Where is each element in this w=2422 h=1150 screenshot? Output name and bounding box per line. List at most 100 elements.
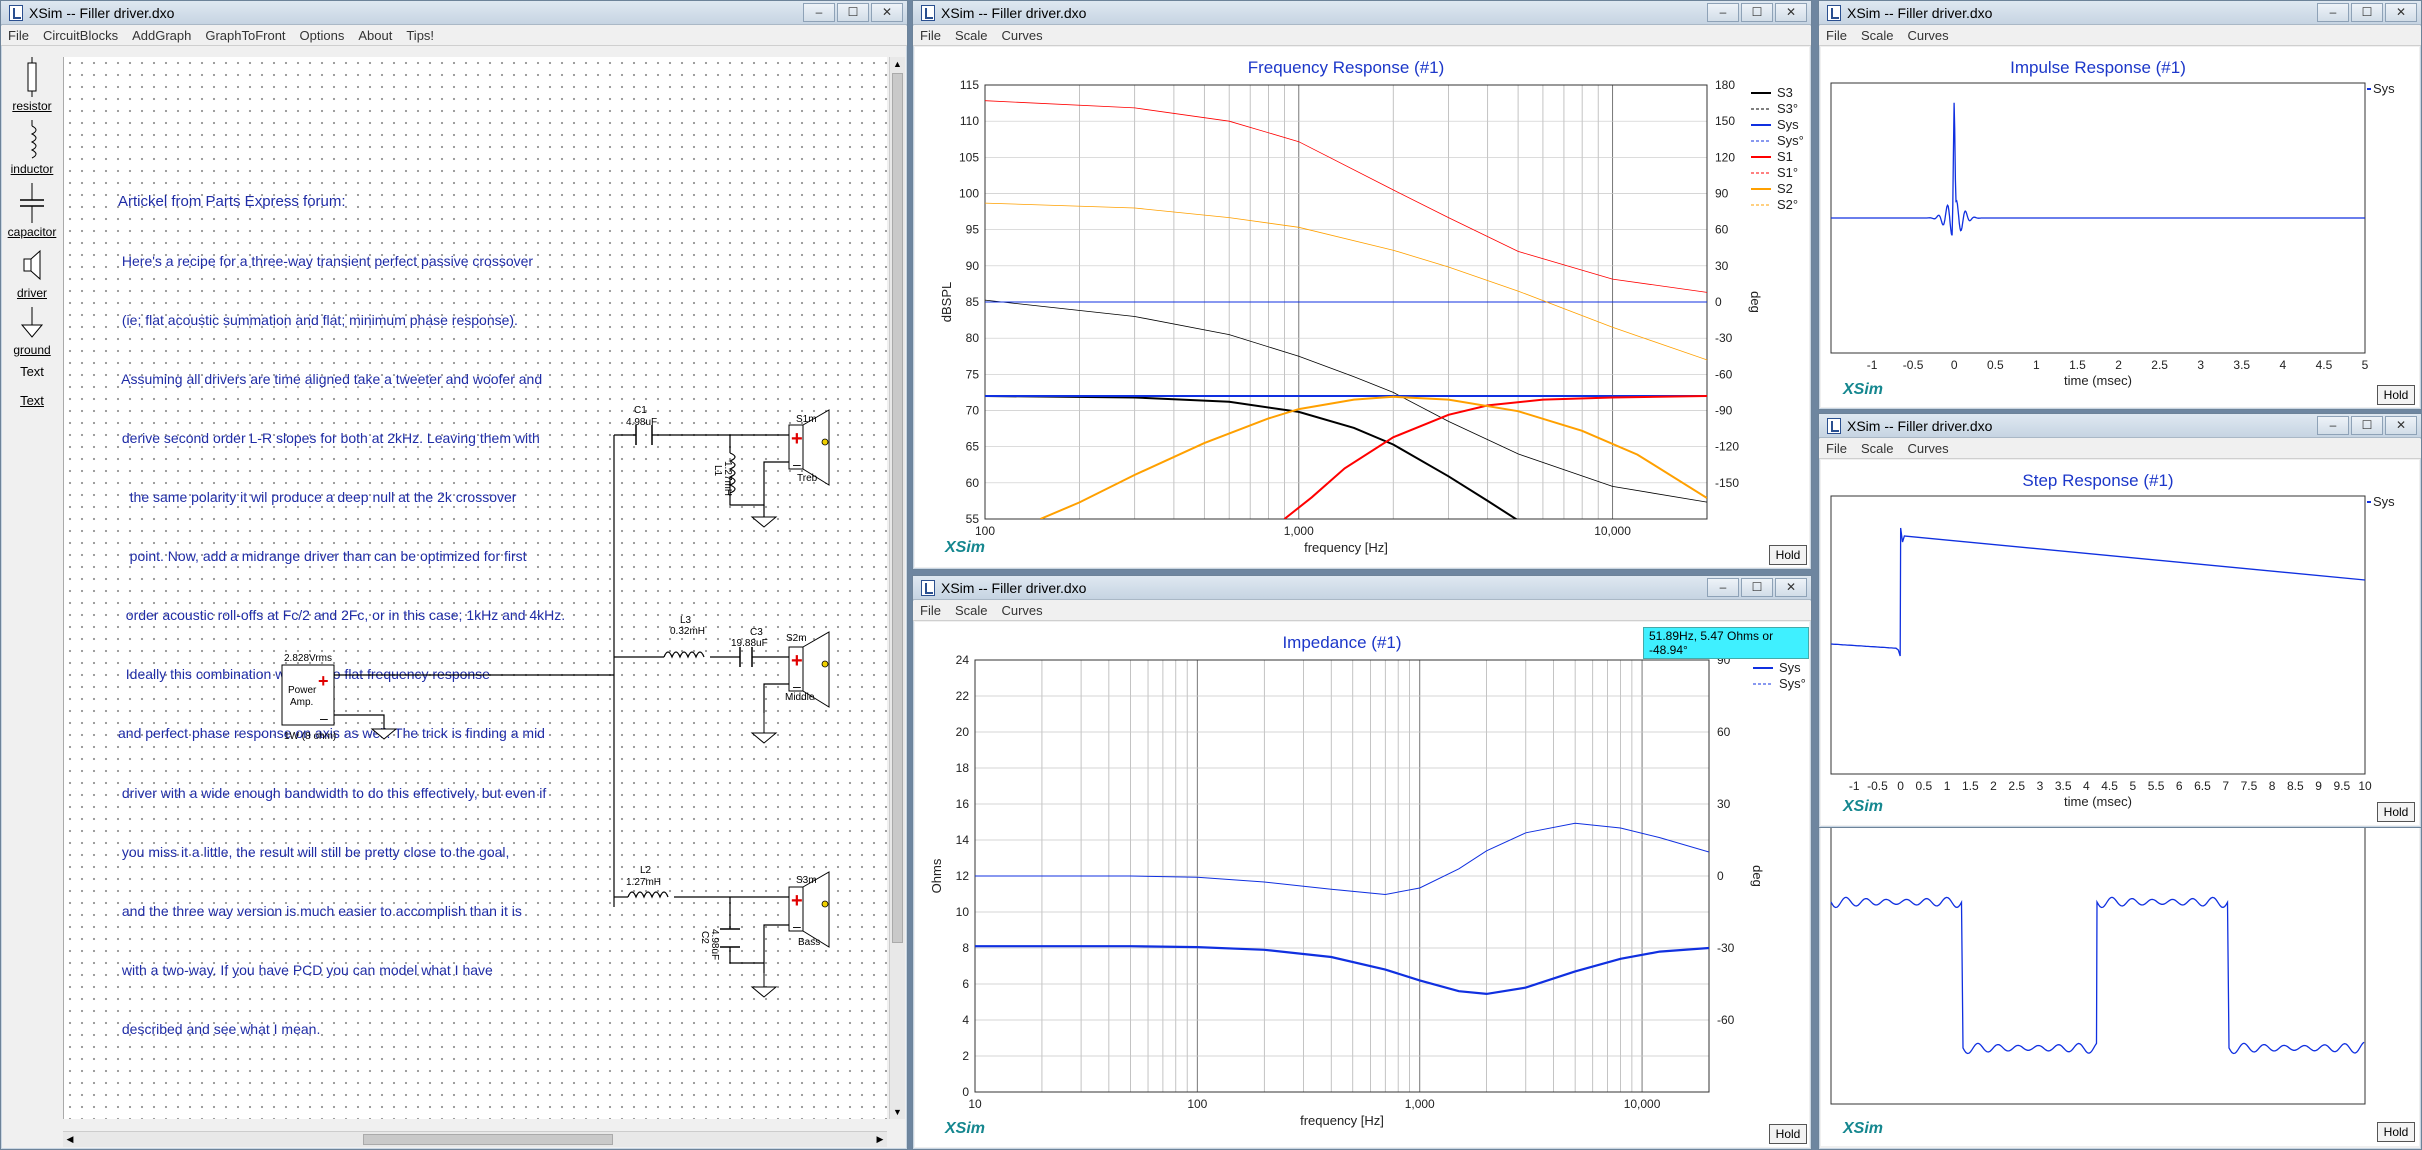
- menu-file[interactable]: File: [1826, 28, 1847, 43]
- menu-about[interactable]: About: [358, 28, 393, 43]
- step-titlebar[interactable]: XSim -- Filler driver.dxo – ☐ ✕: [1819, 414, 2421, 438]
- menu-options[interactable]: Options: [299, 28, 345, 43]
- ground-symbol[interactable]: [750, 973, 778, 998]
- maximize-button[interactable]: ☐: [2351, 3, 2383, 22]
- cursor-readout: 51.89Hz, 5.47 Ohms or -48.94°: [1643, 627, 1809, 659]
- maximize-button[interactable]: ☐: [2351, 416, 2383, 435]
- menu-scale[interactable]: Scale: [954, 603, 988, 618]
- capacitor-c3[interactable]: C3 19.88uF: [731, 627, 768, 667]
- schematic-canvas[interactable]: Artickel from Parts Express forum: Here'…: [63, 57, 887, 1119]
- menu-curves[interactable]: Curves: [1001, 603, 1043, 618]
- ground-symbol[interactable]: [750, 516, 778, 528]
- window-title: XSim -- Filler driver.dxo: [1847, 417, 1993, 434]
- horizontal-scrollbar[interactable]: ◀ ▶: [63, 1131, 887, 1147]
- x-tick-label: 1: [2033, 358, 2040, 372]
- speaker-s1[interactable]: + – S1m Treb: [788, 409, 830, 486]
- ground-symbol[interactable]: [370, 728, 398, 740]
- close-button[interactable]: ✕: [1775, 578, 1807, 597]
- menu-file[interactable]: File: [8, 28, 29, 43]
- menu-curves[interactable]: Curves: [1907, 28, 1949, 43]
- x-tick-label: 5.5: [2148, 779, 2165, 793]
- x-tick-label: 9: [2315, 779, 2322, 793]
- series-line-s1: [1283, 395, 1707, 519]
- capacitor-c2[interactable]: C2 4.98uF: [699, 928, 740, 960]
- close-button[interactable]: ✕: [871, 3, 903, 22]
- vertical-scrollbar[interactable]: ▲ ▼: [889, 57, 905, 1119]
- capacitor-c1[interactable]: C1 4.98uF: [626, 405, 657, 445]
- inductor-l1[interactable]: L1 1.27mH: [712, 452, 736, 496]
- palette-resistor[interactable]: resistor: [7, 57, 57, 113]
- scroll-thumb-h[interactable]: [363, 1134, 613, 1145]
- maximize-button[interactable]: ☐: [1741, 3, 1773, 22]
- power-amplifier[interactable]: + – 2.828Vrms Power Amp. 1W (8 ohm): [281, 653, 336, 742]
- menu-file[interactable]: File: [920, 603, 941, 618]
- maximize-button[interactable]: ☐: [1741, 578, 1773, 597]
- minimize-button[interactable]: –: [803, 3, 835, 22]
- component-palette: resistor inductor capacitor driver groun…: [7, 57, 57, 415]
- menu-scale[interactable]: Scale: [1860, 28, 1894, 43]
- square-wave-window: Sys XSim Hold: [1818, 800, 2422, 1150]
- freq-plot-area[interactable]: 55 60 65 70 75 80 85 90 95 100 105 110 115 -150 -120 -9…: [915, 47, 1809, 567]
- freq-titlebar[interactable]: XSim -- Filler driver.dxo – ☐ ✕: [913, 1, 1811, 25]
- menu-file[interactable]: File: [920, 28, 941, 43]
- menu-addgraph[interactable]: AddGraph: [132, 28, 192, 43]
- menu-tips[interactable]: Tips!: [406, 28, 435, 43]
- y-tick-label: 65: [966, 440, 980, 454]
- palette-driver[interactable]: driver: [7, 246, 57, 300]
- menu-scale[interactable]: Scale: [954, 28, 988, 43]
- square-plot-area[interactable]: Sys XSim Hold: [1821, 800, 2419, 1146]
- y-axis-label: dBSPL: [939, 282, 954, 322]
- hold-button[interactable]: Hold: [1769, 1124, 1807, 1144]
- y-tick-label: 2: [962, 1049, 969, 1063]
- x-tick-label: 3.5: [2233, 358, 2250, 372]
- series-line-sys: [975, 945, 1709, 996]
- palette-text-link[interactable]: Text: [7, 391, 57, 408]
- impulse-plot-area[interactable]: -1 -0.5 0 0.5 1 1.5 2 2.5 3 3.5 4 4.5 5 Impulse Respo…: [1821, 47, 2419, 407]
- close-button[interactable]: ✕: [2385, 416, 2417, 435]
- hold-button[interactable]: Hold: [2377, 385, 2415, 405]
- scroll-thumb[interactable]: [892, 73, 903, 943]
- imp-titlebar[interactable]: XSim -- Filler driver.dxo – ☐ ✕: [913, 576, 1811, 600]
- menu-curves[interactable]: Curves: [1001, 28, 1043, 43]
- legend-label: S3°: [1777, 101, 1798, 116]
- minimize-button[interactable]: –: [1707, 578, 1739, 597]
- palette-ground[interactable]: ground: [7, 307, 57, 357]
- palette-inductor[interactable]: inductor: [7, 120, 57, 176]
- hold-button[interactable]: Hold: [2377, 802, 2415, 822]
- plot-frame: [1830, 811, 2366, 1105]
- menu-scale[interactable]: Scale: [1860, 441, 1894, 456]
- svg-text:+: +: [791, 428, 803, 450]
- palette-label-ground: ground: [13, 343, 51, 357]
- minimize-button[interactable]: –: [1707, 3, 1739, 22]
- hold-button[interactable]: Hold: [1769, 545, 1807, 565]
- impulse-titlebar[interactable]: XSim -- Filler driver.dxo – ☐ ✕: [1819, 1, 2421, 25]
- step-plot-area[interactable]: -1 -0.5 0 0.5 1 1.5 2 2.5 3 3.5 4 4.5 5 5.5 6 6.5 7 7.5 8 8…: [1821, 460, 2419, 825]
- palette-capacitor[interactable]: capacitor: [7, 183, 57, 239]
- inductor-l3[interactable]: L3 0.32mH: [663, 615, 705, 659]
- xsim-logo: XSim: [945, 539, 986, 556]
- ground-symbol[interactable]: [750, 713, 778, 744]
- hold-button[interactable]: Hold: [2377, 1122, 2415, 1142]
- x-tick-label: 4.5: [2316, 358, 2333, 372]
- speaker-s3[interactable]: + – S3m Bass: [788, 871, 830, 948]
- menu-file[interactable]: File: [1826, 441, 1847, 456]
- minimize-button[interactable]: –: [2317, 416, 2349, 435]
- c2-value: 4.98uF: [709, 929, 720, 960]
- speaker-s2[interactable]: + – S2m Middle: [785, 631, 830, 708]
- forum-note[interactable]: Artickel from Parts Express forum: Here'…: [118, 153, 578, 1079]
- minimize-button[interactable]: –: [2317, 3, 2349, 22]
- menu-graphtofront[interactable]: GraphToFront: [205, 28, 286, 43]
- note-line: (ie; flat acoustic summation and flat; m…: [118, 311, 518, 328]
- palette-label-inductor: inductor: [10, 162, 54, 176]
- close-button[interactable]: ✕: [2385, 3, 2417, 22]
- menu-circuitblocks[interactable]: CircuitBlocks: [42, 28, 119, 43]
- schematic-titlebar[interactable]: XSim -- Filler driver.dxo – ☐ ✕: [1, 1, 907, 25]
- menu-curves[interactable]: Curves: [1907, 441, 1949, 456]
- palette-text[interactable]: Text: [7, 364, 57, 379]
- imp-plot-area[interactable]: 0 2 4 6 8 10 12 14 16 18 20 22 24 -60 -30 0 30 60 90 10 100 1…: [915, 622, 1809, 1147]
- maximize-button[interactable]: ☐: [837, 3, 869, 22]
- l3-value: 0.32mH: [670, 626, 705, 637]
- close-button[interactable]: ✕: [1775, 3, 1807, 22]
- inductor-l2[interactable]: L2 1.27mH: [626, 865, 669, 899]
- legend-label: S3: [1777, 85, 1793, 100]
